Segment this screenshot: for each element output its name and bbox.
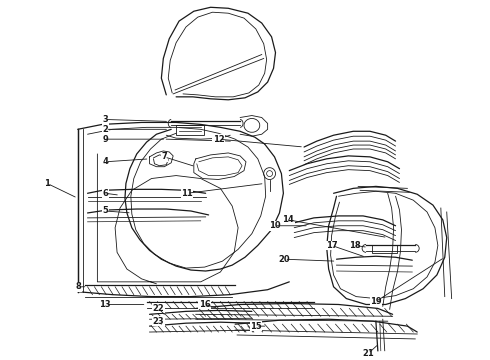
Text: 20: 20	[278, 255, 290, 264]
Text: 11: 11	[181, 189, 193, 198]
Text: 23: 23	[152, 317, 164, 326]
FancyBboxPatch shape	[372, 246, 396, 253]
Text: 22: 22	[152, 304, 164, 313]
Text: 6: 6	[102, 189, 108, 198]
Text: 8: 8	[76, 282, 81, 291]
Text: 14: 14	[282, 215, 294, 224]
Text: 5: 5	[102, 207, 108, 216]
Text: 13: 13	[99, 300, 111, 309]
Text: 15: 15	[250, 321, 262, 330]
Text: 9: 9	[102, 135, 108, 144]
Text: 18: 18	[349, 241, 361, 250]
Text: 1: 1	[44, 179, 50, 188]
Text: 4: 4	[102, 157, 108, 166]
FancyBboxPatch shape	[176, 125, 204, 135]
Text: 17: 17	[326, 241, 338, 250]
Text: 16: 16	[199, 300, 211, 309]
Text: 2: 2	[102, 125, 108, 134]
Text: 21: 21	[362, 349, 374, 358]
Text: 3: 3	[102, 115, 108, 124]
Text: 10: 10	[269, 221, 280, 230]
Text: 19: 19	[370, 297, 382, 306]
Text: 7: 7	[161, 152, 167, 161]
Text: 12: 12	[213, 135, 224, 144]
